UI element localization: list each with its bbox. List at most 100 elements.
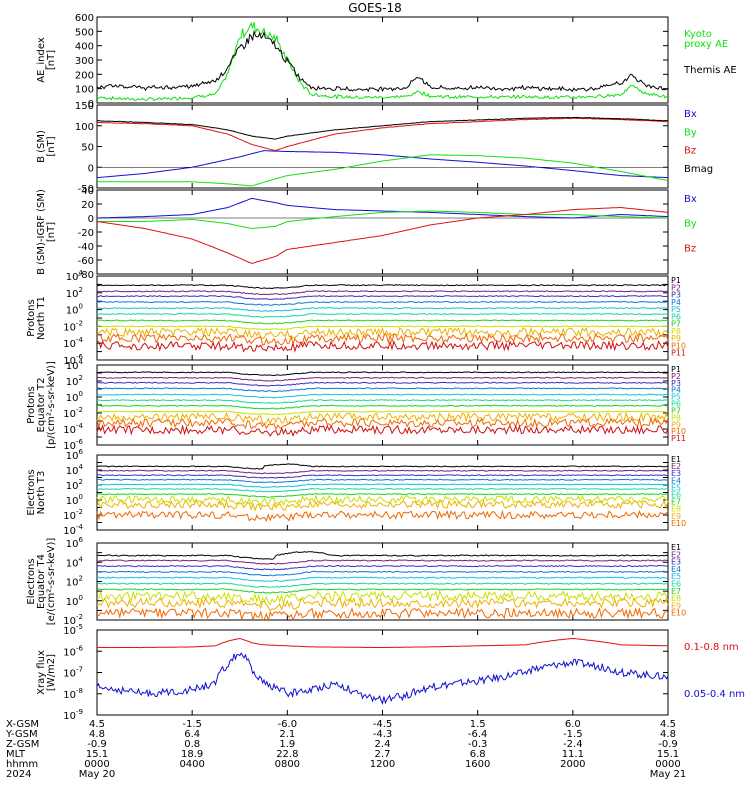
y-tick-exponent: -6 [76,644,84,652]
x-axis-row-value: May 21 [650,769,687,780]
y-tick-label: 10-4 [63,523,83,537]
x-axis-row-value: -6.4 [468,729,488,740]
legend-label: Kyoto [684,29,712,40]
y-tick-exponent: -5 [76,623,83,631]
channel-label-P3: P3 [671,379,681,388]
y-tick-label: 10-2 [63,508,83,522]
series-line-E8 [96,494,669,507]
x-axis-row-value: -0.3 [468,739,488,750]
series-line-E2 [96,469,669,475]
x-axis-row-value: 2.4 [375,739,391,750]
y-tick-exponent: -2 [76,319,83,327]
y-axis-label: AE_index [36,37,47,83]
channel-label-P3: P3 [671,291,681,300]
series-line-P11 [96,424,669,437]
y-tick-label: 10-5 [63,623,83,637]
channel-label-E3: E3 [671,558,681,567]
series-line-E1 [96,463,669,470]
series-line-P3 [96,295,668,300]
y-tick-label: 600 [75,13,94,24]
series-line-P8 [96,410,669,416]
channel-label-P2: P2 [671,372,681,381]
x-axis-row-value: -1.5 [182,719,202,730]
series-line-P9 [96,326,669,340]
legend-label: By [684,219,697,230]
x-axis-row-value: 1600 [465,759,490,770]
channel-label-E9: E9 [671,601,681,610]
y-tick-label: 106 [66,536,84,550]
series-line-E7 [96,493,669,498]
y-tick-label: 50 [81,143,94,154]
y-axis-label: [nT] [46,136,57,156]
series-line-P9 [96,411,669,426]
x-axis-row-value: -4.5 [373,719,393,730]
series-line-by [97,154,669,187]
panel-frame [96,189,669,275]
x-axis-row-value: -1.5 [563,729,583,740]
legend-label: Bx [684,194,697,205]
channel-label-P8: P8 [671,327,681,336]
x-axis-row-label: X-GSM [6,719,39,730]
series-line-E4 [97,570,668,577]
series-line-E6 [97,487,669,493]
y-axis-label: B (SM) [36,130,47,163]
y-axis-label: Electrons [26,469,37,515]
y-tick-label: 10-4 [63,336,83,350]
y-tick-label: 300 [75,56,94,67]
series-line-bx [96,150,669,179]
y-tick-exponent: 2 [79,478,83,486]
y-tick-label: 10-7 [63,666,83,680]
channel-label-P10: P10 [671,427,686,436]
y-axis-label: B (SM)-IGRF (SM) [36,189,47,275]
series-line-P7 [97,319,669,325]
y-tick-exponent: 2 [79,575,83,583]
channel-label-P6: P6 [671,400,681,409]
y-tick-exponent: -6 [76,438,84,446]
legend-label: Bx [684,109,697,120]
y-tick-label: 10-9 [63,708,83,722]
series-line-bx [97,198,669,219]
channel-label-P8: P8 [671,413,681,422]
series-line-P7 [96,404,669,410]
x-axis-row-value: 4.8 [89,729,105,740]
y-tick-label: 10-8 [63,687,83,701]
series-line-P3 [96,381,669,387]
series-line-E9 [96,499,669,512]
channel-label-E5: E5 [671,483,681,492]
series-line-P2 [96,376,669,382]
x-axis-row-value: 2.7 [375,749,391,760]
series-line-themis-ae [96,29,669,93]
series-line-E3 [96,474,668,479]
series-line-P5 [97,307,669,312]
x-axis-row-value: 15.1 [657,749,679,760]
channel-label-P5: P5 [671,393,681,402]
channel-label-E6: E6 [671,491,681,500]
y-tick-label: 10-4 [63,422,83,436]
y-tick-label: -60 [78,256,94,267]
y-axis-label: Equator T4 [36,554,47,609]
legend-label: proxy AE [684,39,728,50]
y-tick-label: 106 [66,448,84,462]
x-axis-row-value: -0.9 [87,739,107,750]
y-tick-exponent: 4 [79,463,84,471]
series-line-kyoto-proxy-ae [96,21,669,102]
series-line-E1 [96,551,669,560]
x-axis-row-value: 4.8 [660,729,676,740]
series-line-P1 [96,371,669,377]
y-tick-label: 400 [75,42,94,53]
x-axis-row-value: 2.1 [279,729,295,740]
x-axis-row-label: hhmm [6,759,38,770]
y-tick-exponent: -2 [76,613,83,621]
channel-label-P11: P11 [671,434,686,443]
series-line-P10 [96,332,669,346]
series-line-E4 [96,478,669,484]
y-axis-label: Equator T2 [36,378,47,433]
panel-bsm: -50 0 50 100 150 B (SM) [nT] Bx By Bz Bmag [36,101,713,195]
series-line-P8 [96,325,669,331]
x-axis-row-label: MLT [6,749,26,760]
channel-label-E2: E2 [671,550,681,559]
series-line-P10 [96,417,669,431]
x-axis-row-label: Y-GSM [5,729,38,740]
x-axis-row-value: May 20 [79,769,116,780]
